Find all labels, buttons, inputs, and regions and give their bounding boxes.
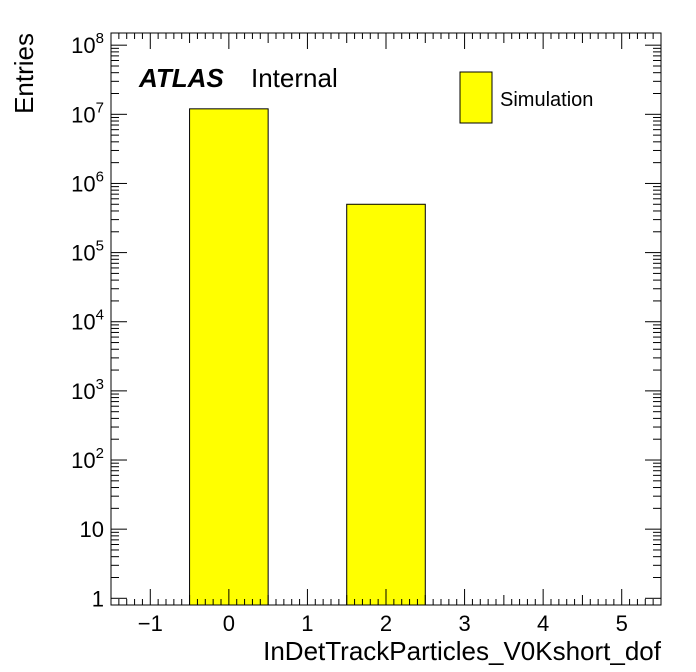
y-tick-label: 1 <box>92 586 104 611</box>
x-tick-label: 4 <box>537 611 549 636</box>
y-tick-label: 106 <box>71 168 104 196</box>
internal-label: Internal <box>251 63 338 93</box>
y-tick-label: 108 <box>71 30 104 58</box>
x-tick-label: 1 <box>301 611 313 636</box>
y-tick-label: 103 <box>71 376 104 404</box>
legend-label: Simulation <box>500 89 593 111</box>
histogram-bar <box>189 108 269 606</box>
y-tick-label: 10 <box>80 517 104 542</box>
x-axis-ticks: −1 0 1 2 3 4 5 <box>110 33 662 636</box>
x-tick-label: 3 <box>458 611 470 636</box>
x-tick-label: 0 <box>223 611 235 636</box>
legend-swatch <box>459 71 493 124</box>
bars-group <box>189 108 426 606</box>
x-axis-title: InDetTrackParticles_V0Kshort_dof <box>263 636 662 666</box>
y-tick-label: 104 <box>71 307 104 335</box>
x-tick-label: 2 <box>380 611 392 636</box>
histogram-bar <box>346 203 426 606</box>
atlas-label: ATLAS <box>138 63 224 93</box>
y-tick-label: 102 <box>71 445 104 473</box>
y-tick-label: 105 <box>71 238 104 266</box>
y-axis-title: Entries <box>9 33 39 114</box>
y-tick-label: 107 <box>71 99 104 127</box>
y-axis-ticks: 1 10 102 103 104 105 106 107 108 <box>71 30 661 611</box>
x-tick-label: −1 <box>138 611 163 636</box>
x-tick-label: 5 <box>616 611 628 636</box>
